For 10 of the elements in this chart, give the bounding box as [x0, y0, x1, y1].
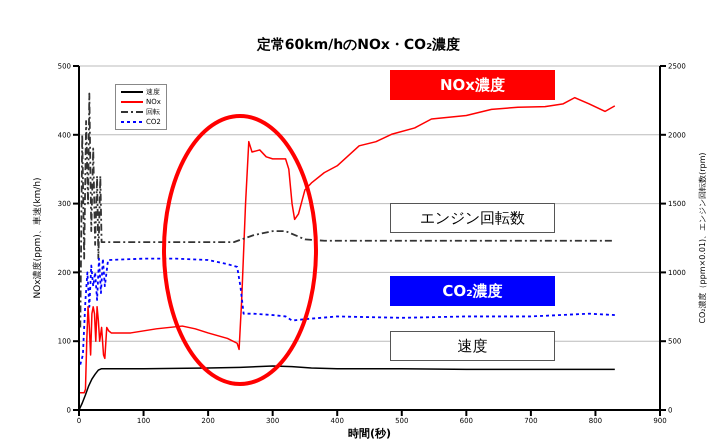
label-box: CO₂濃度: [390, 276, 555, 306]
y2-axis-title: CO₂濃度（ppm×0.01)、エンジン回転数(rpm): [698, 152, 707, 324]
x-axis-title: 時間(秒): [348, 427, 392, 440]
line-series: [79, 96, 616, 394]
y-axis-title: NOx濃度(ppm)、車速(km/h): [32, 177, 44, 299]
label-box: 速度: [390, 331, 555, 361]
chart-title: 定常60km/hのNOx・CO₂濃度: [256, 36, 462, 54]
label-box: エンジン回転数: [390, 203, 555, 233]
label-box: NOx濃度: [390, 70, 555, 100]
line-series: [79, 258, 616, 366]
